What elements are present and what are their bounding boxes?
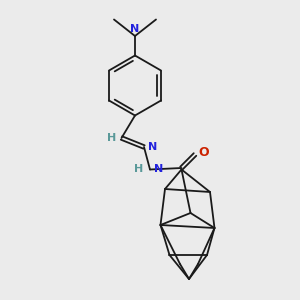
Text: N: N	[148, 142, 157, 152]
Text: N: N	[130, 24, 140, 34]
Text: H: H	[134, 164, 143, 175]
Text: O: O	[198, 146, 208, 160]
Text: N: N	[154, 164, 163, 175]
Text: H: H	[107, 133, 116, 143]
